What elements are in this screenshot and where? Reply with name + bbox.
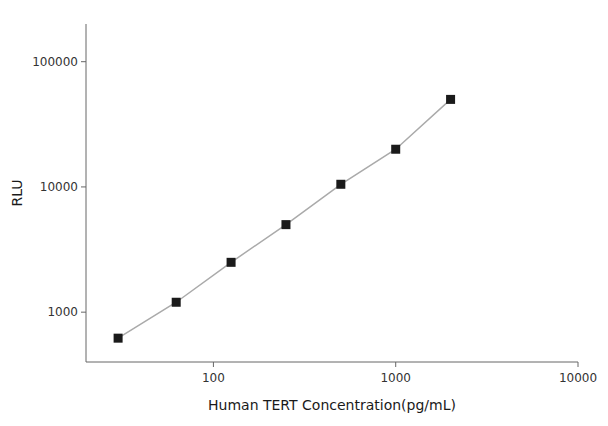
chart: 100 1000 10000 1000 10000 100000 Human TERT Co…: [0, 0, 608, 426]
y-tick-label: 10000: [40, 180, 78, 194]
x-axis-line: [86, 362, 578, 363]
data-point: [336, 180, 345, 189]
data-point: [172, 298, 181, 307]
y-tick-label: 100000: [32, 55, 78, 69]
x-tick-label: 1000: [380, 371, 411, 385]
plot-area: [114, 95, 455, 343]
chart-container: 100 1000 10000 1000 10000 100000 Human TERT Co…: [0, 0, 608, 426]
y-tick: [81, 186, 86, 187]
x-tick: [213, 362, 214, 367]
y-tick: [81, 61, 86, 62]
data-point: [391, 145, 400, 154]
y-tick-label: 1000: [47, 305, 78, 319]
x-tick-label: 10000: [559, 371, 597, 385]
data-point: [281, 220, 290, 229]
y-tick: [81, 312, 86, 313]
x-tick: [395, 362, 396, 367]
y-axis-label: RLU: [9, 179, 25, 206]
x-tick: [578, 362, 579, 367]
background: [0, 0, 608, 426]
y-axis-line: [86, 24, 87, 362]
data-line: [118, 99, 450, 338]
data-point: [446, 95, 455, 104]
data-point: [114, 334, 123, 343]
x-tick-label: 100: [202, 371, 225, 385]
data-point: [227, 258, 236, 267]
x-axis-label: Human TERT Concentration(pg/mL): [208, 397, 456, 413]
